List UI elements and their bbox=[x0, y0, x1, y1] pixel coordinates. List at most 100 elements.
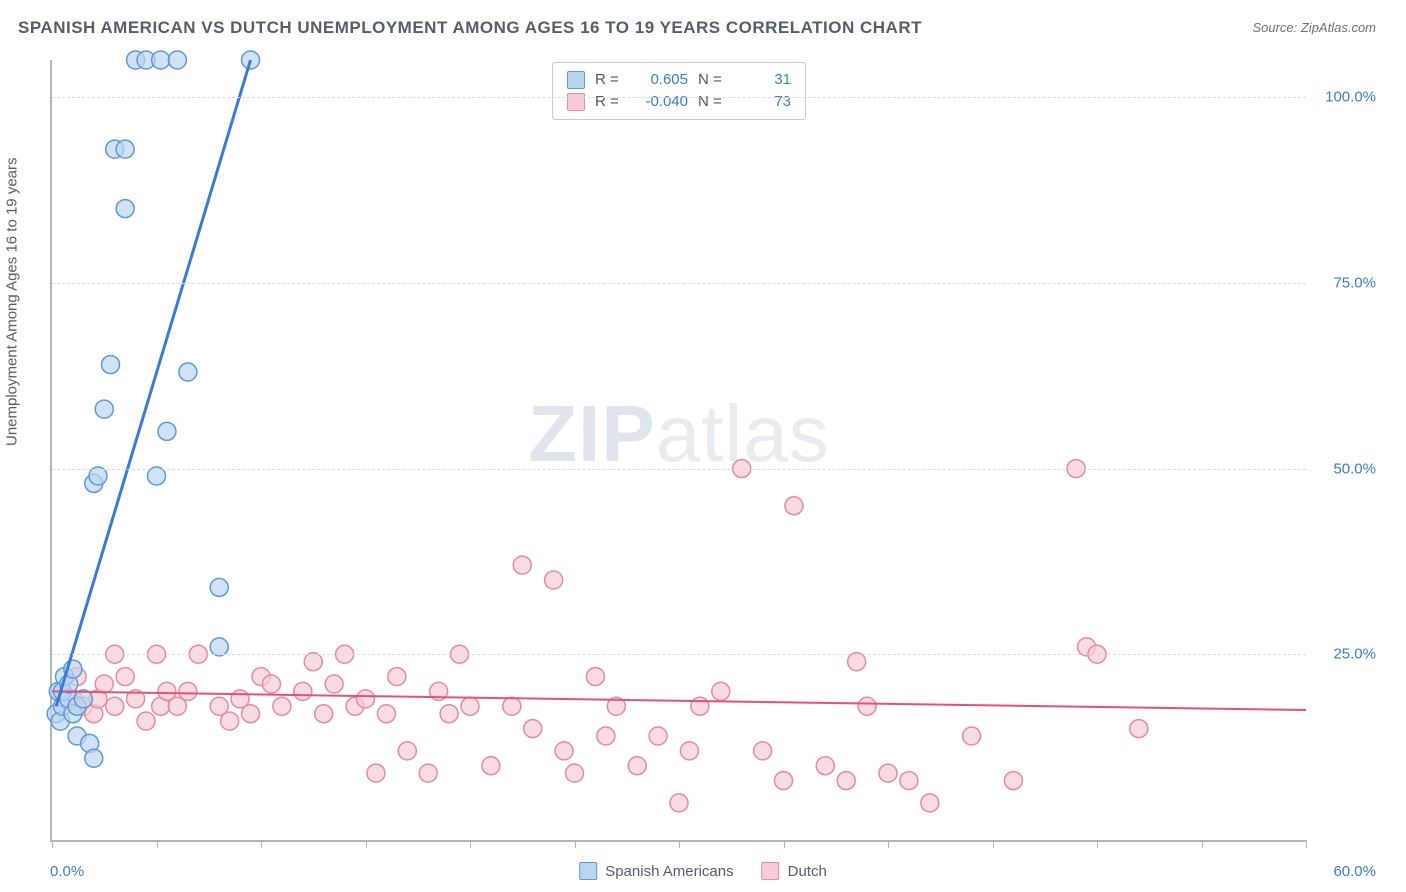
point-dutch bbox=[262, 675, 280, 693]
point-spanish bbox=[116, 200, 134, 218]
point-dutch bbox=[242, 705, 260, 723]
point-dutch bbox=[304, 653, 322, 671]
point-spanish bbox=[152, 51, 170, 69]
point-spanish bbox=[89, 467, 107, 485]
point-spanish bbox=[210, 638, 228, 656]
point-spanish bbox=[210, 578, 228, 596]
gridline bbox=[52, 283, 1306, 284]
point-dutch bbox=[900, 772, 918, 790]
point-dutch bbox=[1004, 772, 1022, 790]
legend-row-spanish: R = 0.605 N = 31 bbox=[567, 69, 791, 91]
x-tick bbox=[679, 840, 680, 848]
x-tick bbox=[993, 840, 994, 848]
correlation-legend: R = 0.605 N = 31 R = -0.040 N = 73 bbox=[552, 62, 806, 120]
point-spanish bbox=[95, 400, 113, 418]
gridline bbox=[52, 654, 1306, 655]
trend-line bbox=[56, 60, 250, 706]
point-dutch bbox=[273, 697, 291, 715]
series-legend: Spanish Americans Dutch bbox=[579, 862, 827, 880]
swatch-dutch-bottom bbox=[762, 862, 780, 880]
x-tick bbox=[1306, 840, 1307, 848]
point-dutch bbox=[848, 653, 866, 671]
y-tick-label: 100.0% bbox=[1325, 89, 1376, 106]
legend-label-dutch: Dutch bbox=[788, 863, 827, 880]
point-dutch bbox=[503, 697, 521, 715]
swatch-spanish bbox=[567, 71, 585, 89]
x-tick bbox=[470, 840, 471, 848]
point-dutch bbox=[388, 668, 406, 686]
swatch-dutch bbox=[567, 93, 585, 111]
gridline bbox=[52, 97, 1306, 98]
point-spanish bbox=[102, 356, 120, 374]
legend-label-spanish: Spanish Americans bbox=[605, 863, 733, 880]
x-tick bbox=[888, 840, 889, 848]
x-tick bbox=[52, 840, 53, 848]
y-tick-label: 25.0% bbox=[1333, 646, 1376, 663]
point-dutch bbox=[586, 668, 604, 686]
point-dutch bbox=[754, 742, 772, 760]
point-dutch bbox=[315, 705, 333, 723]
source-attribution: Source: ZipAtlas.com bbox=[1252, 20, 1376, 35]
chart-container: SPANISH AMERICAN VS DUTCH UNEMPLOYMENT A… bbox=[0, 0, 1406, 892]
point-dutch bbox=[398, 742, 416, 760]
point-dutch bbox=[566, 764, 584, 782]
point-dutch bbox=[325, 675, 343, 693]
point-dutch bbox=[963, 727, 981, 745]
y-tick-label: 75.0% bbox=[1333, 274, 1376, 291]
point-dutch bbox=[116, 668, 134, 686]
point-dutch bbox=[221, 712, 239, 730]
y-axis-label: Unemployment Among Ages 16 to 19 years bbox=[4, 157, 21, 446]
x-axis-max-label: 60.0% bbox=[1333, 863, 1376, 880]
point-dutch bbox=[482, 757, 500, 775]
point-dutch bbox=[649, 727, 667, 745]
point-dutch bbox=[357, 690, 375, 708]
y-tick-label: 50.0% bbox=[1333, 460, 1376, 477]
x-axis-min-label: 0.0% bbox=[50, 863, 84, 880]
point-dutch bbox=[597, 727, 615, 745]
point-dutch bbox=[377, 705, 395, 723]
point-dutch bbox=[106, 697, 124, 715]
point-dutch bbox=[555, 742, 573, 760]
x-tick bbox=[1097, 840, 1098, 848]
point-dutch bbox=[712, 682, 730, 700]
point-dutch bbox=[879, 764, 897, 782]
point-spanish bbox=[168, 51, 186, 69]
point-dutch bbox=[513, 556, 531, 574]
x-tick bbox=[366, 840, 367, 848]
chart-title: SPANISH AMERICAN VS DUTCH UNEMPLOYMENT A… bbox=[18, 18, 922, 38]
x-tick bbox=[1202, 840, 1203, 848]
point-spanish bbox=[85, 749, 103, 767]
point-dutch bbox=[524, 720, 542, 738]
plot-area: ZIPatlas R = 0.605 N = 31 R = -0.040 N =… bbox=[50, 60, 1306, 842]
x-tick bbox=[157, 840, 158, 848]
point-dutch bbox=[179, 682, 197, 700]
point-dutch bbox=[785, 497, 803, 515]
point-spanish bbox=[116, 140, 134, 158]
point-dutch bbox=[680, 742, 698, 760]
point-dutch bbox=[461, 697, 479, 715]
point-spanish bbox=[158, 422, 176, 440]
point-spanish bbox=[148, 467, 166, 485]
legend-item-dutch: Dutch bbox=[762, 862, 827, 880]
point-dutch bbox=[670, 794, 688, 812]
point-dutch bbox=[858, 697, 876, 715]
point-dutch bbox=[775, 772, 793, 790]
point-dutch bbox=[419, 764, 437, 782]
swatch-spanish-bottom bbox=[579, 862, 597, 880]
x-tick bbox=[784, 840, 785, 848]
point-dutch bbox=[816, 757, 834, 775]
point-dutch bbox=[95, 675, 113, 693]
x-tick bbox=[261, 840, 262, 848]
point-dutch bbox=[137, 712, 155, 730]
point-spanish bbox=[179, 363, 197, 381]
point-dutch bbox=[440, 705, 458, 723]
x-tick bbox=[575, 840, 576, 848]
scatter-svg bbox=[52, 60, 1306, 840]
point-dutch bbox=[294, 682, 312, 700]
point-dutch bbox=[367, 764, 385, 782]
point-dutch bbox=[1130, 720, 1148, 738]
point-dutch bbox=[545, 571, 563, 589]
point-dutch bbox=[837, 772, 855, 790]
point-dutch bbox=[921, 794, 939, 812]
gridline bbox=[52, 469, 1306, 470]
